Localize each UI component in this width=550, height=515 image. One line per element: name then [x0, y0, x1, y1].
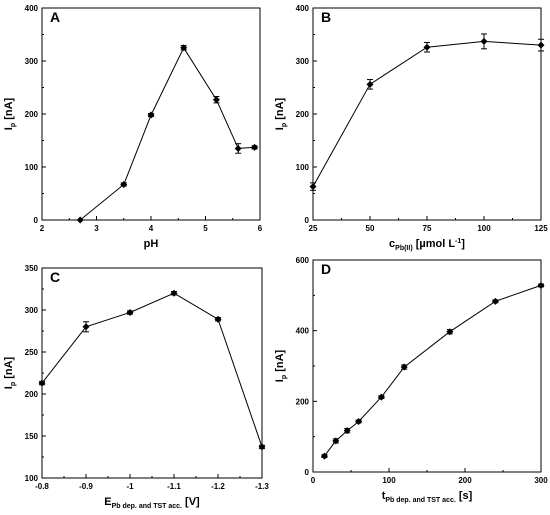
panel-d-data-point: [537, 281, 545, 289]
panel-d-x-axis-title: tPb dep. and TST acc. [s]: [382, 490, 473, 504]
panel-c-x-tick-label: -0.9: [79, 482, 93, 491]
panel-c-x-axis-title: EPb dep. and TST acc. [V]: [104, 496, 200, 510]
panel-c-data-point: [82, 323, 90, 331]
panel-d-letter: D: [321, 261, 331, 277]
panel-a-y-tick-label: 400: [25, 4, 39, 13]
panel-d-data-point: [343, 427, 351, 435]
panel-d-y-tick-label: 200: [296, 397, 310, 406]
panel-c: -0.8 -0.9 -1 -1.1 -1.2 -1.3 100 150 200 250 300 350…: [3, 264, 269, 510]
panel-b-y-tick-label: 0: [305, 216, 310, 225]
panel-c-y-tick-label: 100: [25, 474, 39, 483]
panel-a-y-tick-label: 300: [25, 57, 39, 66]
panel-c-y-tick-label: 200: [25, 390, 39, 399]
panel-b-x-tick-label: 125: [534, 224, 548, 233]
panel-c-y-tick-label: 350: [25, 264, 39, 273]
panel-b-y-tick-label: 300: [296, 57, 310, 66]
panel-d-data-point: [377, 393, 385, 401]
panel-a-series-line: [79, 46, 255, 221]
panel-d-x-tick-label: 200: [458, 476, 472, 485]
panel-b-data-point: [309, 183, 317, 191]
panel-c-x-tick-label: -1.3: [255, 482, 269, 491]
panel-b-data-point: [537, 41, 545, 49]
panel-d-data-point: [491, 297, 499, 305]
panel-a-y-tick-label: 200: [25, 110, 39, 119]
panel-a-data-point: [180, 44, 188, 52]
panel-c-data-point: [170, 289, 178, 297]
panel-b-data-point: [366, 80, 374, 88]
panel-c-y-tick-label: 150: [25, 432, 39, 441]
panel-b-frame: [312, 7, 542, 221]
panel-a-data-point: [147, 111, 155, 119]
panel-a-x-tick-label: 2: [40, 224, 45, 233]
panel-b-y-tick-label: 100: [296, 163, 310, 172]
panel-a: 2 3 4 5 6 0 100 200 300 400 ApH Ip [nA]: [3, 4, 263, 250]
panel-d-data-point: [400, 363, 408, 371]
panel-a-data-point: [76, 216, 84, 224]
panel-b-series-line: [312, 40, 542, 187]
panel-d-data-point: [332, 437, 340, 445]
panel-d-x-tick-label: 300: [534, 476, 548, 485]
panel-a-letter: A: [50, 9, 60, 25]
panel-d-data-point: [355, 417, 363, 425]
panel-c-y-axis-title: Ip [nA]: [3, 356, 17, 389]
panel-b-x-tick-label: 50: [366, 224, 375, 233]
panel-d-x-tick-label: 0: [311, 476, 316, 485]
panel-b-x-tick-label: 100: [477, 224, 491, 233]
panel-a-data-point: [251, 143, 259, 151]
panel-c-data-point: [258, 443, 266, 451]
panel-b-x-axis-title: cPb(II) [µmol L-1]: [389, 238, 465, 252]
panel-d-frame: [312, 259, 542, 473]
panel-b-y-axis-title: Ip [nA]: [274, 97, 288, 130]
panel-c-x-tick-label: -0.8: [35, 482, 49, 491]
panel-b-data-point: [480, 37, 488, 45]
panel-a-x-tick-label: 5: [203, 224, 208, 233]
panel-a-y-tick-label: 100: [25, 163, 39, 172]
panel-b-data-point: [423, 43, 431, 51]
panel-b-y-tick-label: 400: [296, 4, 310, 13]
panel-d-data-point: [446, 328, 454, 336]
panel-d-data-point: [320, 452, 328, 460]
panel-d-y-tick-label: 600: [296, 256, 310, 265]
panel-c-x-tick-label: -1: [126, 482, 134, 491]
panel-a-data-point: [234, 144, 242, 152]
panel-b-y-tick-label: 200: [296, 110, 310, 119]
panel-a-y-tick-label: 0: [34, 216, 39, 225]
panel-c-data-point: [126, 309, 134, 317]
panel-d-series-line: [323, 284, 542, 457]
panel-a-x-axis-title: pH: [144, 238, 159, 250]
panel-a-data-point: [212, 96, 220, 104]
panel-d-y-tick-label: 400: [296, 327, 310, 336]
panel-a-data-point: [120, 180, 128, 188]
panel-a-x-tick-label: 6: [258, 224, 263, 233]
panel-b-x-tick-label: 25: [309, 224, 318, 233]
panel-c-series-line: [41, 292, 263, 448]
panel-b-x-tick-label: 75: [423, 224, 432, 233]
panel-a-x-tick-label: 4: [149, 224, 154, 233]
panel-a-x-tick-label: 3: [94, 224, 99, 233]
panel-c-y-tick-label: 250: [25, 348, 39, 357]
panel-d-y-tick-label: 0: [305, 468, 310, 477]
panel-a-y-axis-title: Ip [nA]: [3, 97, 17, 130]
panel-c-frame: [41, 267, 263, 479]
panel-c-data-point: [38, 379, 46, 387]
panel-c-letter: C: [50, 269, 60, 285]
panel-c-y-tick-label: 300: [25, 306, 39, 315]
panel-d-x-tick-label: 100: [382, 476, 396, 485]
panel-c-x-tick-label: -1.1: [167, 482, 181, 491]
panel-b-letter: B: [321, 9, 331, 25]
panel-c-data-point: [214, 315, 222, 323]
panel-c-x-tick-label: -1.2: [211, 482, 225, 491]
panel-d-y-axis-title: Ip [nA]: [274, 349, 288, 382]
